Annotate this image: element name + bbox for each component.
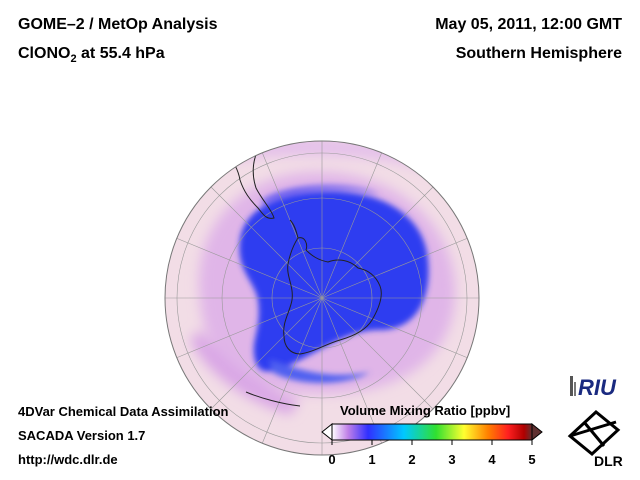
logos: RIU DLR xyxy=(567,375,623,469)
graticule xyxy=(165,141,479,455)
dlr-logo xyxy=(567,410,621,456)
colorbar-tick-label: 0 xyxy=(328,452,335,467)
low-concentration-vortex xyxy=(239,185,429,383)
coast-antarctica xyxy=(283,237,382,355)
colorbar-tick-label: 5 xyxy=(528,452,535,467)
version-text: SACADA Version 1.7 xyxy=(18,428,146,443)
species-name: ClONO xyxy=(18,45,71,62)
dlr-logo-text: DLR xyxy=(594,453,623,469)
url-text[interactable]: http://wdc.dlr.de xyxy=(18,452,118,467)
colorbar-max-arrow xyxy=(531,422,543,442)
colorbar-tick-label: 1 xyxy=(368,452,375,467)
title-analysis: GOME–2 / MetOp Analysis xyxy=(18,16,218,33)
colorbar-gradient xyxy=(331,423,533,441)
pressure-level: at 55.4 hPa xyxy=(76,45,165,62)
method-text: 4DVar Chemical Data Assimilation xyxy=(18,404,229,419)
species-subscript: 2 xyxy=(70,53,77,66)
coast-south-america xyxy=(224,149,275,219)
colorbar-min-arrow xyxy=(321,422,333,442)
title-species: ClONO2 at 55.4 hPa xyxy=(18,45,165,65)
riu-logo-text: RIU xyxy=(578,375,617,400)
date-time: May 05, 2011, 12:00 GMT xyxy=(435,16,622,33)
colorbar-tick-label: 4 xyxy=(488,452,496,467)
riu-logo: RIU xyxy=(570,375,617,400)
colorbar-title: Volume Mixing Ratio [ppbv] xyxy=(340,403,511,418)
colorbar: 0 1 2 3 4 5 xyxy=(321,422,543,467)
coast-australia-edge xyxy=(245,391,301,407)
coast-antarctic-peninsula xyxy=(289,219,299,239)
colorbar-tick-label: 3 xyxy=(448,452,455,467)
colorbar-tick-label: 2 xyxy=(408,452,415,467)
hemisphere-label: Southern Hemisphere xyxy=(455,45,622,62)
